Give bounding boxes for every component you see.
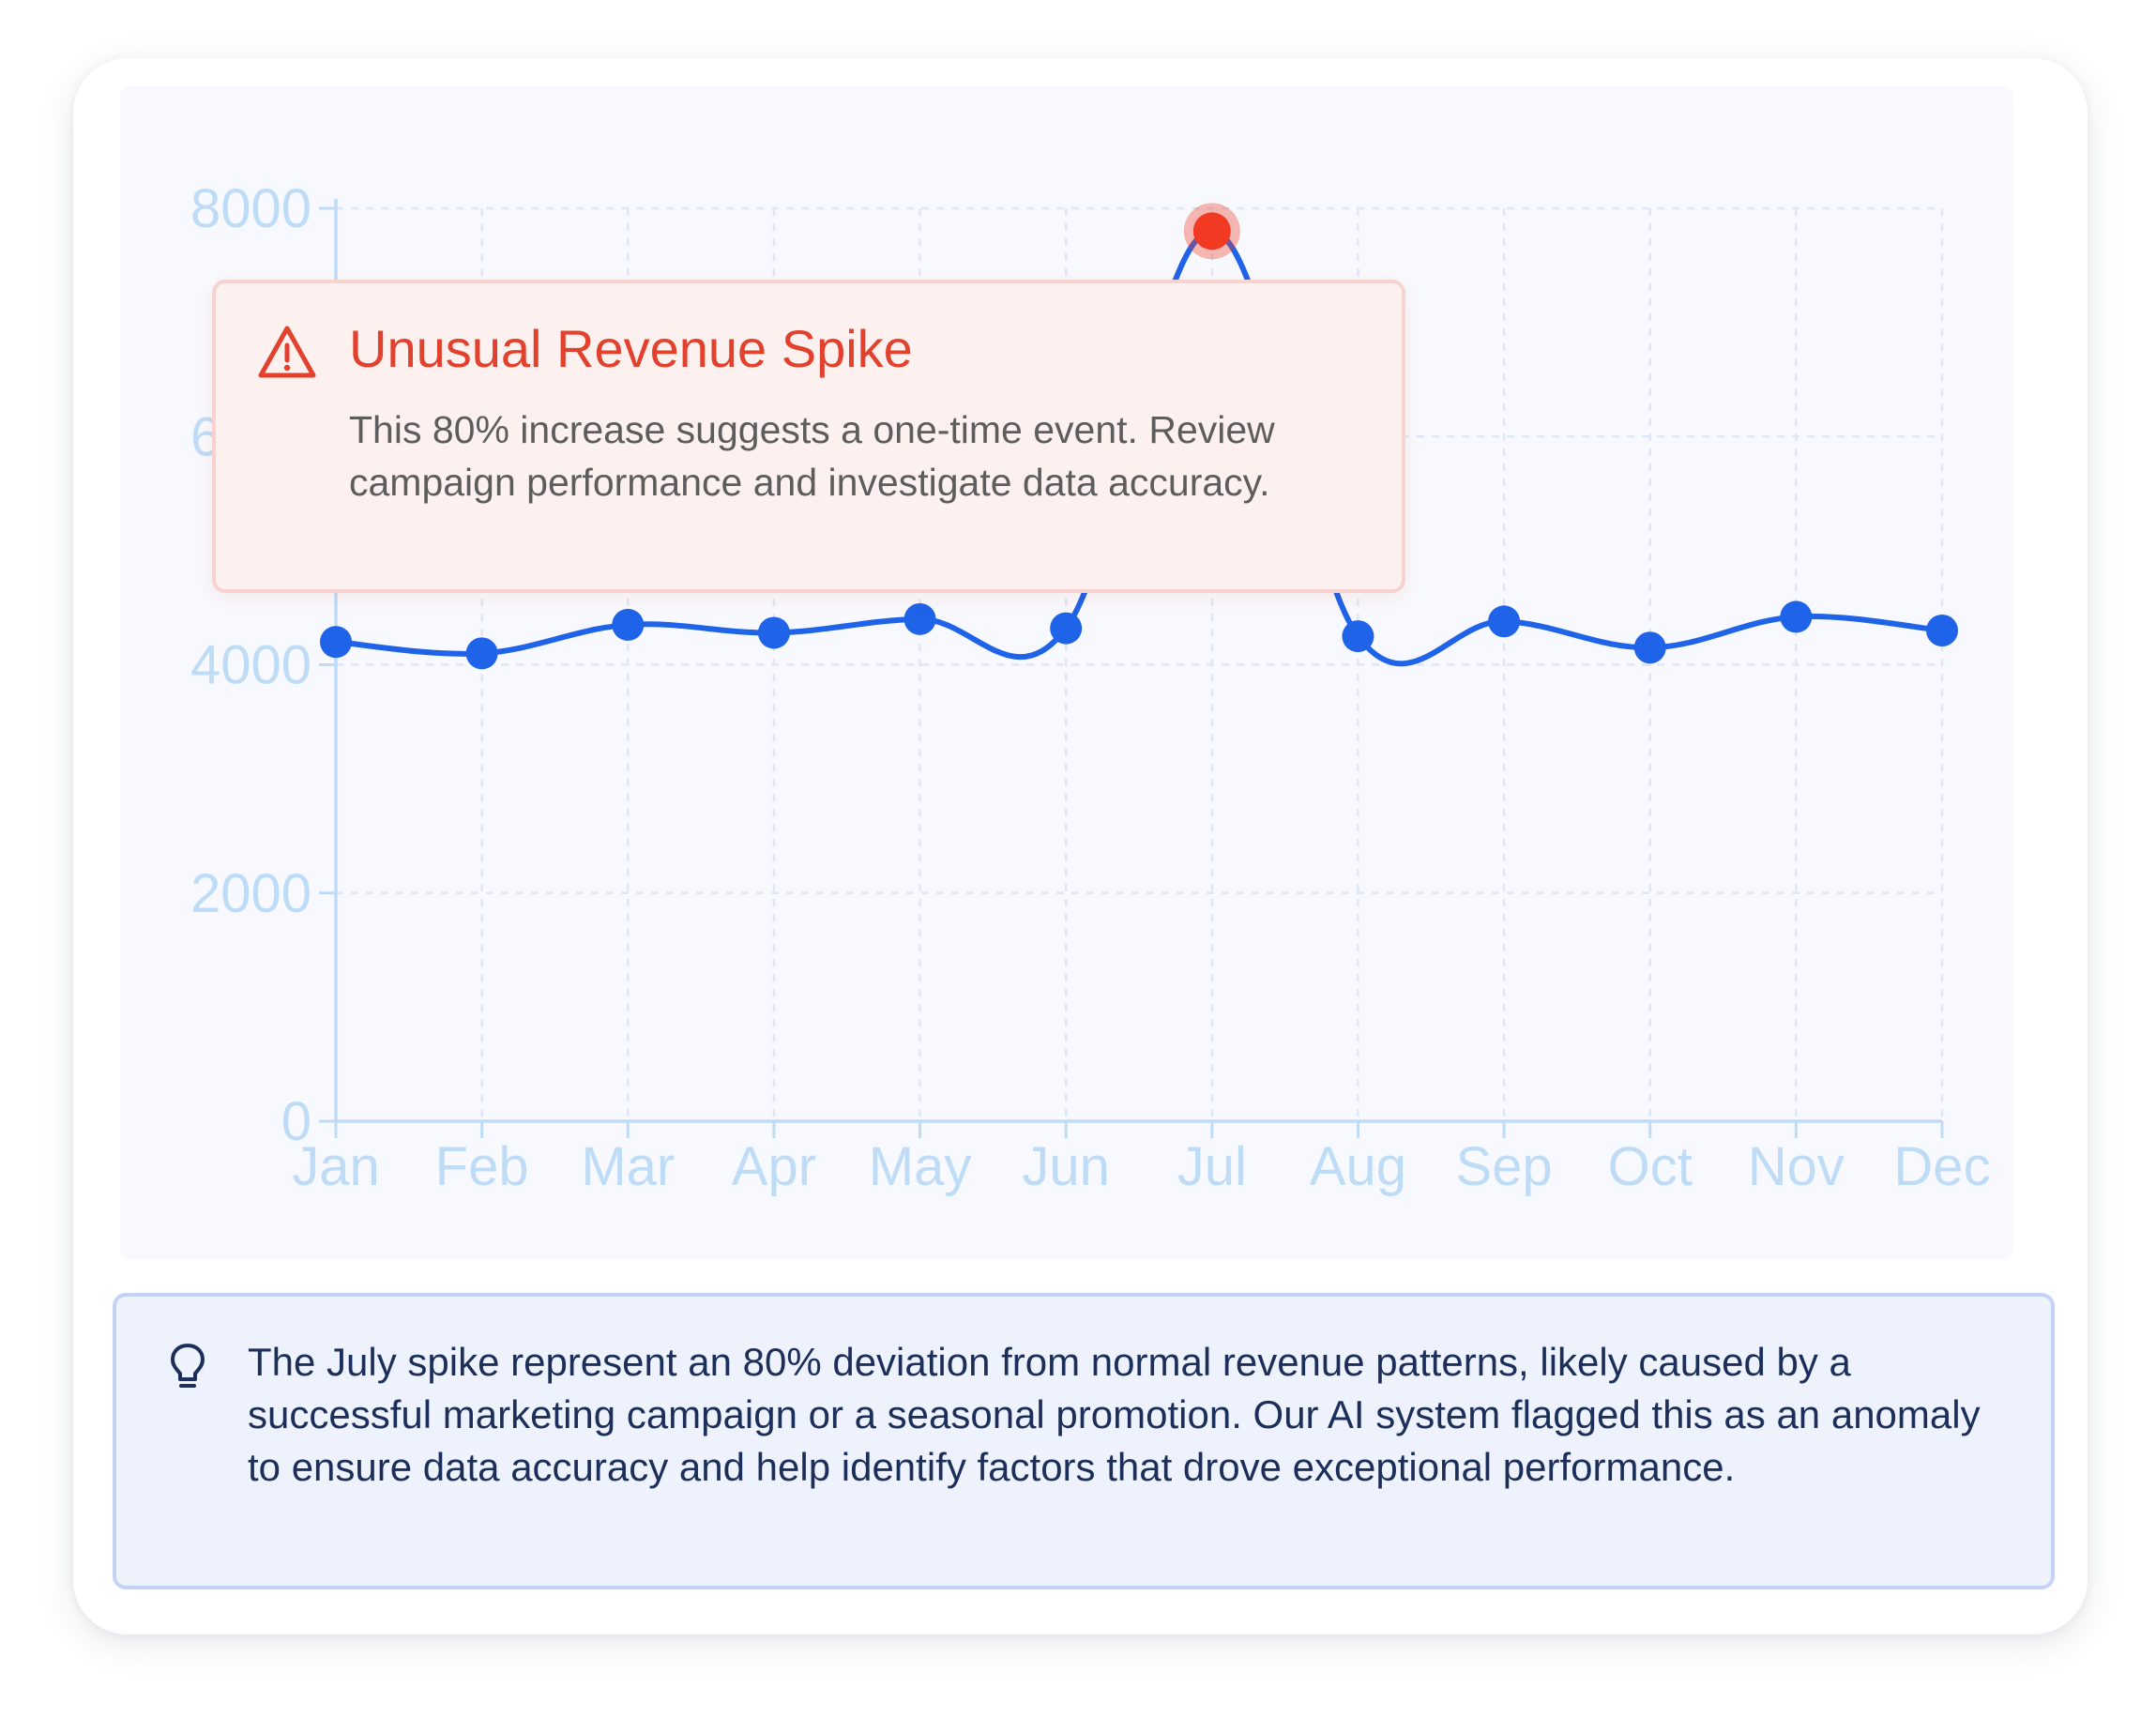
lightbulb-icon xyxy=(171,1344,205,1388)
y-tick-label: 8000 xyxy=(190,178,311,239)
y-tick-label: 2000 xyxy=(190,863,311,924)
y-tick-label: 0 xyxy=(281,1091,311,1152)
insight-text: The July spike represent an 80% deviatio… xyxy=(248,1340,1981,1489)
x-tick-label: Mar xyxy=(581,1136,675,1197)
data-point xyxy=(320,626,352,659)
y-tick-label: 4000 xyxy=(190,635,311,696)
x-tick-label: May xyxy=(869,1136,972,1197)
x-tick-label: Apr xyxy=(732,1136,816,1197)
insight-panel: The July spike represent an 80% deviatio… xyxy=(113,1293,2055,1589)
x-tick-label: Jan xyxy=(292,1136,380,1197)
anomaly-tooltip: Unusual Revenue Spike This 80% increase … xyxy=(212,280,1405,593)
data-point xyxy=(1926,615,1958,647)
data-point xyxy=(1342,620,1374,653)
x-tick-label: Oct xyxy=(1608,1136,1693,1197)
chart-points xyxy=(320,203,1958,670)
data-point xyxy=(757,616,790,649)
data-point xyxy=(1633,631,1666,664)
x-tick-label: Nov xyxy=(1748,1136,1845,1197)
x-tick-label: Feb xyxy=(435,1136,529,1197)
x-tick-label: Dec xyxy=(1893,1136,1990,1197)
x-tick-label: Sep xyxy=(1455,1136,1552,1197)
x-tick-label: Jun xyxy=(1022,1136,1110,1197)
x-tick-label: Jul xyxy=(1177,1136,1247,1197)
data-point xyxy=(1050,612,1083,645)
data-point xyxy=(1488,605,1521,638)
data-point xyxy=(903,602,936,635)
data-point xyxy=(1780,600,1813,633)
tooltip-title: Unusual Revenue Spike xyxy=(349,319,913,378)
data-point xyxy=(612,608,645,641)
warning-triangle-icon xyxy=(258,326,316,378)
tooltip-body: This 80% increase suggests a one-time ev… xyxy=(349,408,1275,504)
x-tick-label: Aug xyxy=(1310,1136,1406,1197)
data-point xyxy=(465,637,498,670)
anomaly-point xyxy=(1192,212,1231,251)
